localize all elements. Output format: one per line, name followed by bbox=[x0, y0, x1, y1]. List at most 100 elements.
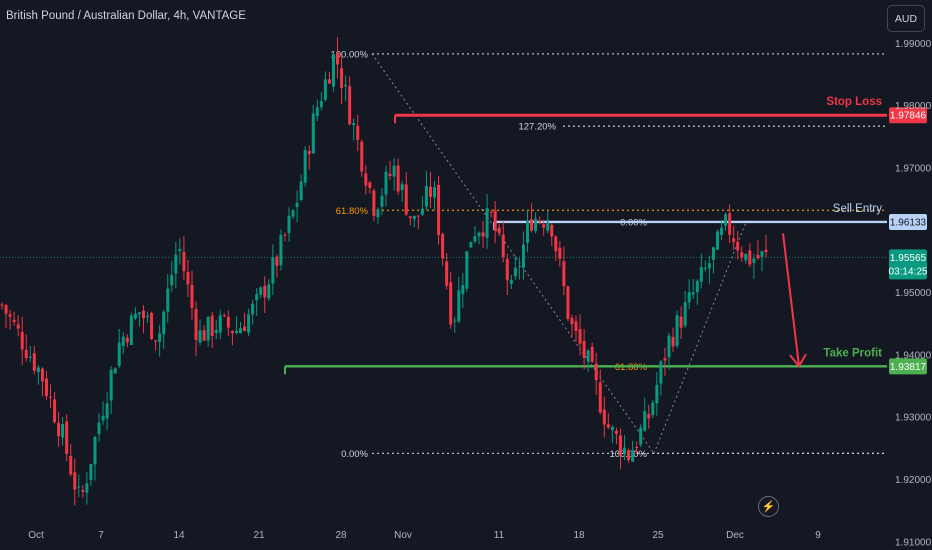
candle-body bbox=[732, 238, 736, 243]
candle-body bbox=[154, 340, 158, 342]
candle-body bbox=[238, 328, 242, 334]
candle-body bbox=[81, 490, 85, 492]
level-price-label: 1.96133 bbox=[890, 217, 927, 228]
candle-body bbox=[570, 317, 574, 325]
candle-body bbox=[137, 312, 141, 315]
candle-body bbox=[703, 267, 707, 269]
candle-body bbox=[715, 231, 719, 250]
candle-body bbox=[396, 165, 400, 192]
candle-body bbox=[331, 53, 335, 87]
candle-body bbox=[728, 213, 732, 235]
candle-body bbox=[517, 266, 521, 268]
candle-body bbox=[214, 329, 218, 333]
lightning-icon[interactable]: ⚡ bbox=[758, 496, 779, 517]
fib-level-label: 0.00% bbox=[341, 449, 368, 460]
candle-body bbox=[28, 356, 32, 358]
candle-body bbox=[291, 210, 295, 217]
candle-body bbox=[509, 279, 513, 285]
candle-body bbox=[453, 320, 457, 322]
candle-body bbox=[295, 202, 299, 208]
candle-body bbox=[182, 252, 186, 272]
level-price-label: 1.93817 bbox=[890, 362, 927, 373]
candle-body bbox=[77, 486, 81, 488]
x-tick-label: 25 bbox=[652, 530, 664, 541]
candle-body bbox=[97, 422, 101, 435]
candle-body bbox=[340, 68, 344, 88]
candle-body bbox=[49, 396, 53, 398]
x-tick-label: 18 bbox=[573, 530, 585, 541]
candle-body bbox=[133, 313, 137, 319]
candle-body bbox=[344, 84, 348, 87]
candle-body bbox=[594, 363, 598, 381]
candle-body bbox=[150, 313, 154, 339]
candle-body bbox=[109, 369, 113, 401]
candle-body bbox=[93, 436, 97, 465]
candle-body bbox=[424, 186, 428, 207]
candle-body bbox=[206, 316, 210, 341]
candle-body bbox=[675, 315, 679, 346]
candle-body bbox=[166, 288, 170, 312]
candle-body bbox=[428, 186, 432, 197]
x-tick-label: 14 bbox=[173, 530, 185, 541]
candle-body bbox=[433, 187, 437, 198]
candle-body bbox=[271, 257, 275, 284]
fib-diagonal bbox=[371, 53, 655, 454]
candle-body bbox=[162, 311, 166, 335]
candle-body bbox=[679, 316, 683, 328]
candle-body bbox=[352, 123, 356, 126]
candle-body bbox=[614, 430, 618, 435]
candle-body bbox=[170, 275, 174, 286]
candle-body bbox=[263, 285, 267, 298]
candle-body bbox=[497, 227, 501, 234]
candle-body bbox=[73, 472, 77, 490]
candle-body bbox=[392, 165, 396, 177]
candle-body bbox=[655, 384, 659, 404]
candle-body bbox=[521, 244, 525, 268]
candle-body bbox=[542, 224, 546, 228]
candle-body bbox=[125, 337, 129, 343]
candle-body bbox=[222, 314, 226, 316]
candle-body bbox=[61, 424, 65, 438]
candle-body bbox=[251, 303, 255, 315]
candle-body bbox=[259, 287, 263, 295]
candle-body bbox=[65, 421, 69, 454]
candle-body bbox=[279, 235, 283, 266]
candle-body bbox=[667, 335, 671, 358]
candle-body bbox=[687, 292, 691, 303]
candle-body bbox=[707, 263, 711, 269]
y-tick-label: 1.93000 bbox=[895, 413, 932, 424]
candle-body bbox=[287, 215, 291, 234]
candle-body bbox=[534, 218, 538, 232]
candle-body bbox=[606, 424, 610, 428]
countdown-label: 03:14:25 bbox=[889, 266, 928, 277]
candle-body bbox=[247, 314, 251, 333]
fib-level-label: 61.80% bbox=[336, 206, 369, 217]
candle-body bbox=[283, 234, 287, 236]
candle-body bbox=[368, 182, 372, 188]
candle-body bbox=[230, 331, 234, 334]
candle-body bbox=[578, 329, 582, 344]
candle-body bbox=[178, 248, 182, 251]
candle-body bbox=[40, 368, 44, 382]
level-price-tag bbox=[889, 107, 927, 124]
candle-body bbox=[546, 222, 550, 231]
level-price-label: 1.97846 bbox=[890, 111, 927, 122]
candle-body bbox=[764, 249, 768, 253]
y-tick-label: 1.94000 bbox=[895, 350, 932, 361]
candle-body bbox=[158, 333, 162, 342]
candle-body bbox=[631, 450, 635, 462]
x-tick-label: 28 bbox=[335, 530, 347, 541]
currency-button[interactable]: AUD bbox=[887, 5, 925, 32]
candle-body bbox=[627, 450, 631, 461]
x-tick-label: Oct bbox=[28, 530, 44, 541]
candle-body bbox=[663, 358, 667, 361]
candle-body bbox=[186, 271, 190, 285]
candle-body bbox=[36, 367, 40, 373]
candle-body bbox=[744, 253, 748, 261]
projection-arrow-head bbox=[789, 353, 807, 368]
candle-body bbox=[501, 234, 505, 257]
candle-body bbox=[141, 310, 145, 319]
candle-body bbox=[129, 315, 133, 346]
candle-body bbox=[445, 261, 449, 286]
